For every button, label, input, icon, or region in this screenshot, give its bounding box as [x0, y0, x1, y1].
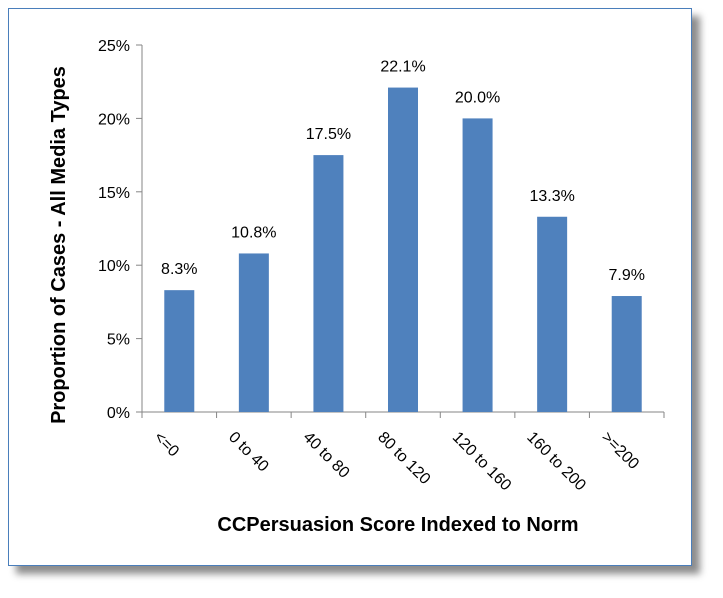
bar	[388, 87, 418, 413]
data-label: 20.0%	[455, 89, 500, 106]
x-tick-label: 40 to 80	[300, 429, 353, 482]
y-axis: 0% 5% 10% 15% 20% 25%	[98, 38, 143, 422]
y-tick-label: 5%	[107, 332, 130, 349]
bars	[164, 87, 642, 413]
bar	[238, 253, 269, 412]
x-tick-label: 120 to 160	[449, 429, 515, 495]
x-tick-label: 0 to 40	[225, 429, 272, 476]
data-labels: 8.3% 10.8% 17.5% 22.1% 20.0% 13.3% 7.9%	[161, 59, 645, 284]
chart-frame	[8, 8, 692, 566]
bar	[462, 118, 493, 413]
bar	[537, 216, 568, 412]
data-label: 10.8%	[231, 224, 276, 241]
data-label: 8.3%	[161, 261, 197, 278]
data-label: 13.3%	[529, 188, 574, 205]
bar	[313, 155, 344, 412]
x-tick-label: 160 to 200	[523, 429, 589, 495]
x-tick-label: <=0	[150, 429, 182, 461]
data-label: 17.5%	[306, 126, 351, 143]
x-tick-label: 80 to 120	[374, 429, 433, 488]
y-tick-label: 20%	[98, 111, 130, 128]
bar	[164, 290, 195, 412]
x-tick-label: >=200	[598, 429, 642, 473]
bar	[611, 296, 642, 412]
y-tick-label: 25%	[98, 38, 130, 55]
y-tick-label: 15%	[98, 185, 130, 202]
y-tick-label: 0%	[107, 405, 130, 422]
data-label: 22.1%	[380, 59, 425, 76]
y-tick-label: 10%	[98, 258, 130, 275]
data-label: 7.9%	[608, 267, 644, 284]
x-axis-title: CCPersuasion Score Indexed to Norm	[217, 514, 578, 536]
y-axis-title: Proportion of Cases - All Media Types	[48, 66, 70, 424]
x-axis: <=0 0 to 40 40 to 80 80 to 120 120 to 160 160…	[141, 411, 665, 495]
